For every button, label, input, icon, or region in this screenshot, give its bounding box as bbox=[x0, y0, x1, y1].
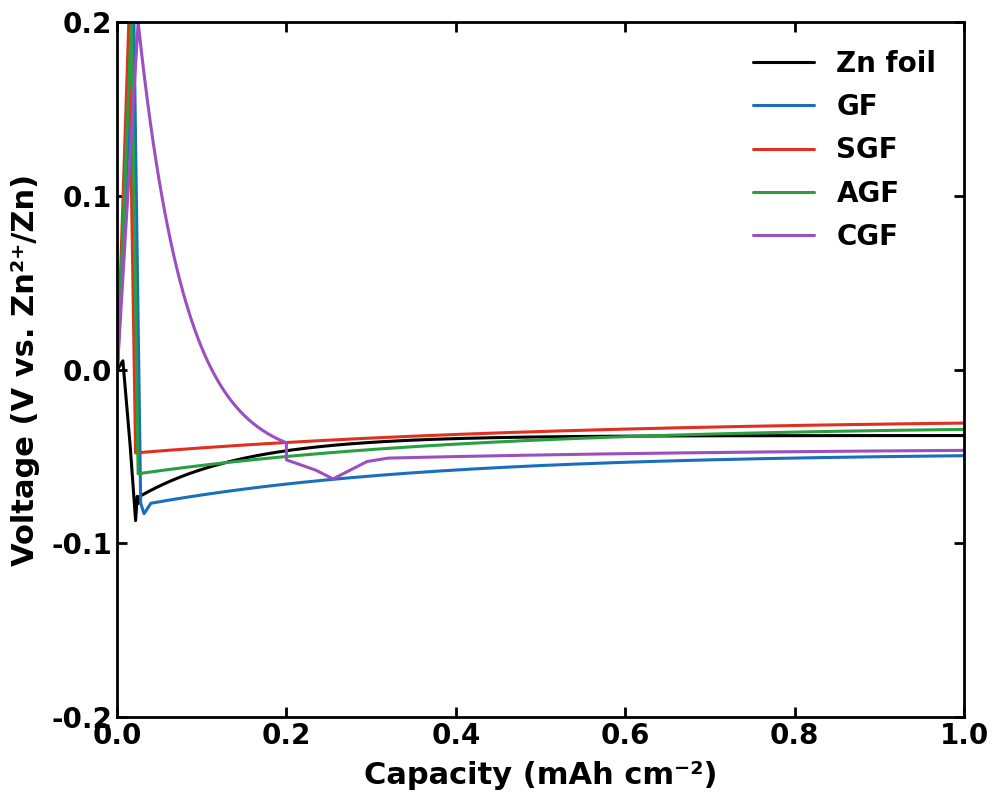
CGF bbox=[910, 446, 922, 456]
GF bbox=[958, 451, 970, 461]
GF bbox=[141, 504, 153, 513]
AGF bbox=[958, 425, 970, 434]
SGF bbox=[678, 423, 690, 433]
CGF bbox=[900, 446, 912, 456]
CGF bbox=[958, 445, 970, 455]
AGF bbox=[111, 364, 123, 374]
Legend: Zn foil, GF, SGF, AGF, CGF: Zn foil, GF, SGF, AGF, CGF bbox=[739, 36, 950, 265]
Line: SGF: SGF bbox=[117, 22, 964, 453]
Line: CGF: CGF bbox=[117, 22, 964, 479]
Zn foil bbox=[111, 364, 123, 374]
AGF bbox=[618, 432, 630, 441]
CGF bbox=[327, 474, 339, 484]
Line: AGF: AGF bbox=[117, 22, 964, 473]
SGF bbox=[617, 425, 629, 434]
Zn foil bbox=[760, 431, 772, 441]
Zn foil bbox=[876, 431, 888, 441]
CGF bbox=[423, 453, 435, 462]
SGF bbox=[130, 448, 142, 457]
CGF bbox=[127, 104, 139, 114]
Zn foil bbox=[130, 516, 142, 525]
GF bbox=[890, 452, 902, 461]
CGF bbox=[839, 446, 851, 456]
X-axis label: Capacity (mAh cm⁻²): Capacity (mAh cm⁻²) bbox=[364, 761, 717, 790]
GF bbox=[111, 364, 123, 374]
SGF bbox=[958, 418, 970, 428]
AGF bbox=[125, 18, 137, 27]
SGF bbox=[112, 346, 124, 356]
AGF bbox=[112, 346, 124, 356]
CGF bbox=[111, 364, 123, 374]
SGF bbox=[111, 364, 123, 374]
Zn foil bbox=[117, 356, 129, 365]
CGF bbox=[132, 18, 144, 27]
SGF bbox=[128, 325, 140, 335]
Zn foil bbox=[164, 477, 176, 486]
Zn foil bbox=[958, 431, 970, 441]
Line: Zn foil: Zn foil bbox=[117, 360, 964, 521]
Y-axis label: Voltage (V vs. Zn²⁺/Zn): Voltage (V vs. Zn²⁺/Zn) bbox=[11, 174, 40, 566]
GF bbox=[134, 422, 146, 432]
SGF bbox=[123, 18, 135, 27]
GF bbox=[281, 479, 293, 489]
AGF bbox=[679, 430, 691, 440]
Zn foil bbox=[561, 432, 573, 441]
SGF bbox=[246, 440, 258, 449]
AGF bbox=[248, 455, 260, 465]
Line: GF: GF bbox=[117, 22, 964, 513]
Zn foil bbox=[550, 432, 562, 441]
Zn foil bbox=[429, 434, 441, 444]
GF bbox=[937, 451, 949, 461]
AGF bbox=[130, 340, 142, 349]
SGF bbox=[798, 421, 810, 430]
CGF bbox=[123, 176, 135, 186]
GF bbox=[138, 509, 150, 518]
GF bbox=[303, 477, 315, 486]
GF bbox=[128, 18, 140, 27]
AGF bbox=[798, 427, 810, 437]
AGF bbox=[132, 469, 144, 478]
